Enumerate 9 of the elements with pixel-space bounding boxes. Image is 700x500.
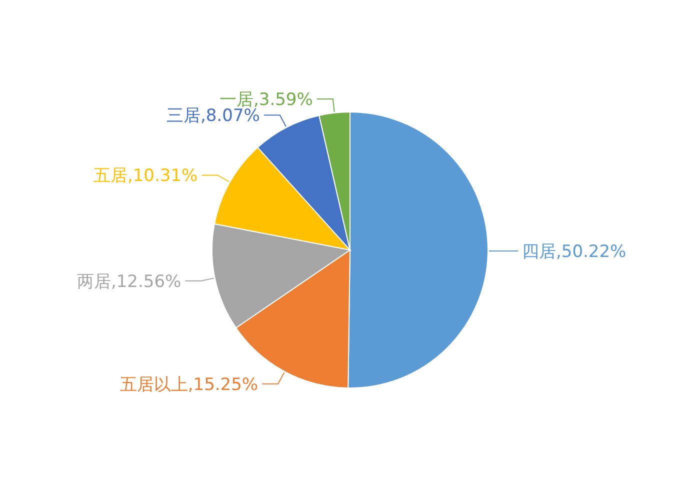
data-label: ,12.56% — [110, 272, 182, 292]
slice-label: 两居 — [76, 272, 111, 292]
slice-label: 五居 — [93, 166, 128, 186]
slice-label: 三居 — [166, 106, 201, 126]
slice-label: 四居 — [522, 242, 556, 262]
slice-label: 五居以上 — [120, 374, 188, 395]
data-label: ,15.25% — [188, 374, 258, 395]
data-label: ,10.31% — [127, 166, 198, 186]
data-label: ,50.22% — [556, 242, 626, 262]
